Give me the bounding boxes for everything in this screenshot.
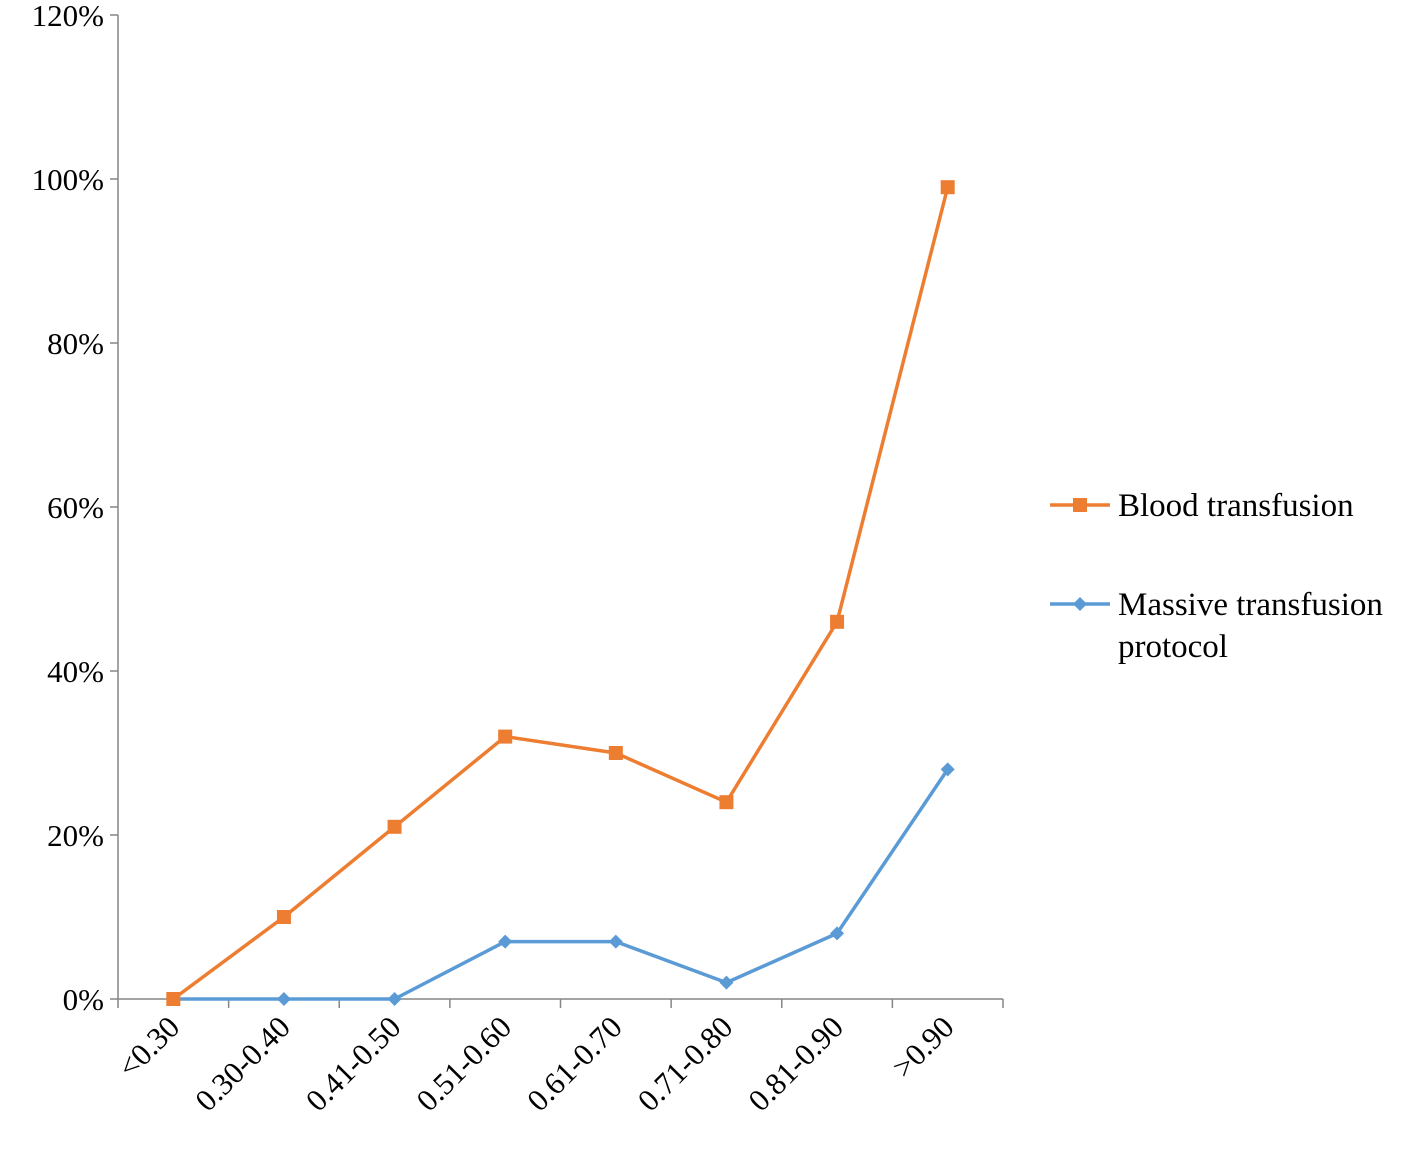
x-tick-label: >0.90 xyxy=(885,1009,960,1084)
x-tick-label: 0.71-0.80 xyxy=(631,1009,740,1118)
series-line xyxy=(172,186,950,1001)
data-point xyxy=(608,746,623,760)
x-tick-label: <0.30 xyxy=(111,1009,186,1084)
data-point xyxy=(276,992,291,1006)
axes xyxy=(117,15,1003,1000)
data-point xyxy=(387,992,402,1006)
data-point xyxy=(608,934,623,949)
series-line xyxy=(173,768,950,1001)
legend-label: Blood transfusion xyxy=(1118,488,1354,524)
data-point xyxy=(498,934,513,949)
x-axis-ticks: <0.30 0.30-0.40 0.41-0.50 0.51-0.60 0.61-0.7… xyxy=(111,999,1004,1118)
x-tick-label: 0.30-0.40 xyxy=(188,1009,297,1118)
data-point xyxy=(940,180,955,195)
y-tick-label: 40% xyxy=(47,654,104,689)
series-layer xyxy=(166,180,955,1006)
x-tick-label: 0.61-0.70 xyxy=(520,1009,629,1118)
y-tick-label: 0% xyxy=(63,982,104,1017)
legend: Blood transfusion Massive transfusion prot… xyxy=(1050,488,1383,665)
y-tick-label: 120% xyxy=(32,0,104,33)
legend-marker xyxy=(1073,498,1087,512)
series-blood-transfusion xyxy=(166,180,955,1006)
y-tick-label: 60% xyxy=(47,490,104,525)
data-point xyxy=(719,975,734,990)
legend-marker xyxy=(1073,597,1087,611)
x-tick-label: 0.81-0.90 xyxy=(741,1009,850,1118)
data-point xyxy=(830,614,845,629)
legend-label: protocol xyxy=(1118,629,1228,665)
y-tick-label: 20% xyxy=(47,818,104,853)
data-point xyxy=(940,762,955,777)
y-axis-ticks: 0% 20% 40% 60% 80% 100% 120% xyxy=(32,0,118,1017)
data-point xyxy=(498,729,513,744)
legend-entry: Blood transfusion xyxy=(1050,488,1354,524)
data-point xyxy=(166,992,181,1006)
legend-label: Massive transfusion xyxy=(1118,587,1383,623)
data-point xyxy=(719,795,734,810)
data-point xyxy=(276,910,291,924)
data-point xyxy=(387,819,402,834)
series-massive-transfusion-protocol xyxy=(166,762,955,1006)
legend-entry: Massive transfusion protocol xyxy=(1050,587,1383,665)
y-tick-label: 100% xyxy=(32,162,104,197)
x-tick-label: 0.41-0.50 xyxy=(299,1009,408,1118)
data-point xyxy=(830,926,845,941)
x-tick-label: 0.51-0.60 xyxy=(409,1009,518,1118)
y-tick-label: 80% xyxy=(47,326,104,361)
